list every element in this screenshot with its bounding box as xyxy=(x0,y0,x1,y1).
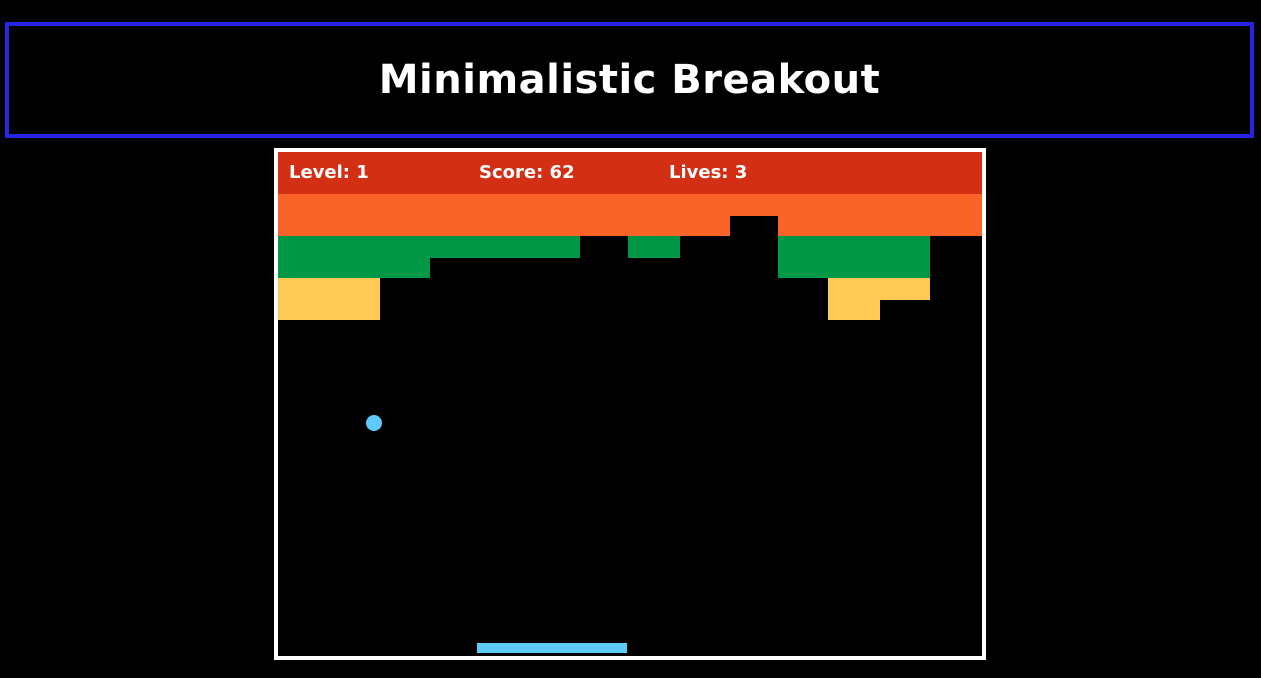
brick xyxy=(880,278,930,300)
brick xyxy=(628,236,680,258)
score-indicator: Score: 62 xyxy=(479,162,575,183)
brick xyxy=(778,236,930,278)
brick xyxy=(430,236,580,258)
brick xyxy=(730,194,778,216)
lives-indicator: Lives: 3 xyxy=(669,162,748,183)
title-banner: Minimalistic Breakout xyxy=(5,22,1254,138)
brick xyxy=(278,236,430,278)
level-indicator: Level: 1 xyxy=(289,162,369,183)
paddle[interactable] xyxy=(477,643,627,653)
ball xyxy=(366,415,382,431)
game-canvas[interactable]: Level: 1 Score: 62 Lives: 3 xyxy=(274,148,986,660)
hud-bar: Level: 1 Score: 62 Lives: 3 xyxy=(278,152,982,194)
brick xyxy=(828,278,880,320)
brick xyxy=(778,194,982,236)
page-title: Minimalistic Breakout xyxy=(378,57,881,103)
brick xyxy=(278,194,730,236)
brick xyxy=(278,278,380,320)
